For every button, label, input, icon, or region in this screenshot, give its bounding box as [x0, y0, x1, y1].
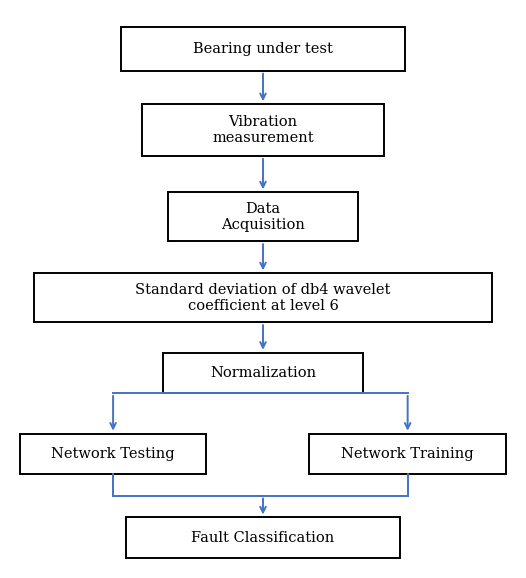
- Text: Vibration
measurement: Vibration measurement: [212, 115, 314, 145]
- Text: Data
Acquisition: Data Acquisition: [221, 202, 305, 232]
- Text: Fault Classification: Fault Classification: [191, 531, 335, 544]
- FancyBboxPatch shape: [121, 27, 405, 71]
- Text: Normalization: Normalization: [210, 366, 316, 380]
- FancyBboxPatch shape: [20, 434, 206, 474]
- Text: Bearing under test: Bearing under test: [193, 42, 333, 56]
- Text: Network Training: Network Training: [341, 447, 474, 461]
- Text: Network Testing: Network Testing: [51, 447, 175, 461]
- FancyBboxPatch shape: [126, 517, 400, 558]
- FancyBboxPatch shape: [168, 192, 358, 242]
- Text: Standard deviation of db4 wavelet
coefficient at level 6: Standard deviation of db4 wavelet coeffi…: [135, 283, 391, 313]
- FancyBboxPatch shape: [163, 353, 363, 393]
- FancyBboxPatch shape: [34, 273, 492, 322]
- FancyBboxPatch shape: [142, 104, 384, 156]
- FancyBboxPatch shape: [309, 434, 506, 474]
